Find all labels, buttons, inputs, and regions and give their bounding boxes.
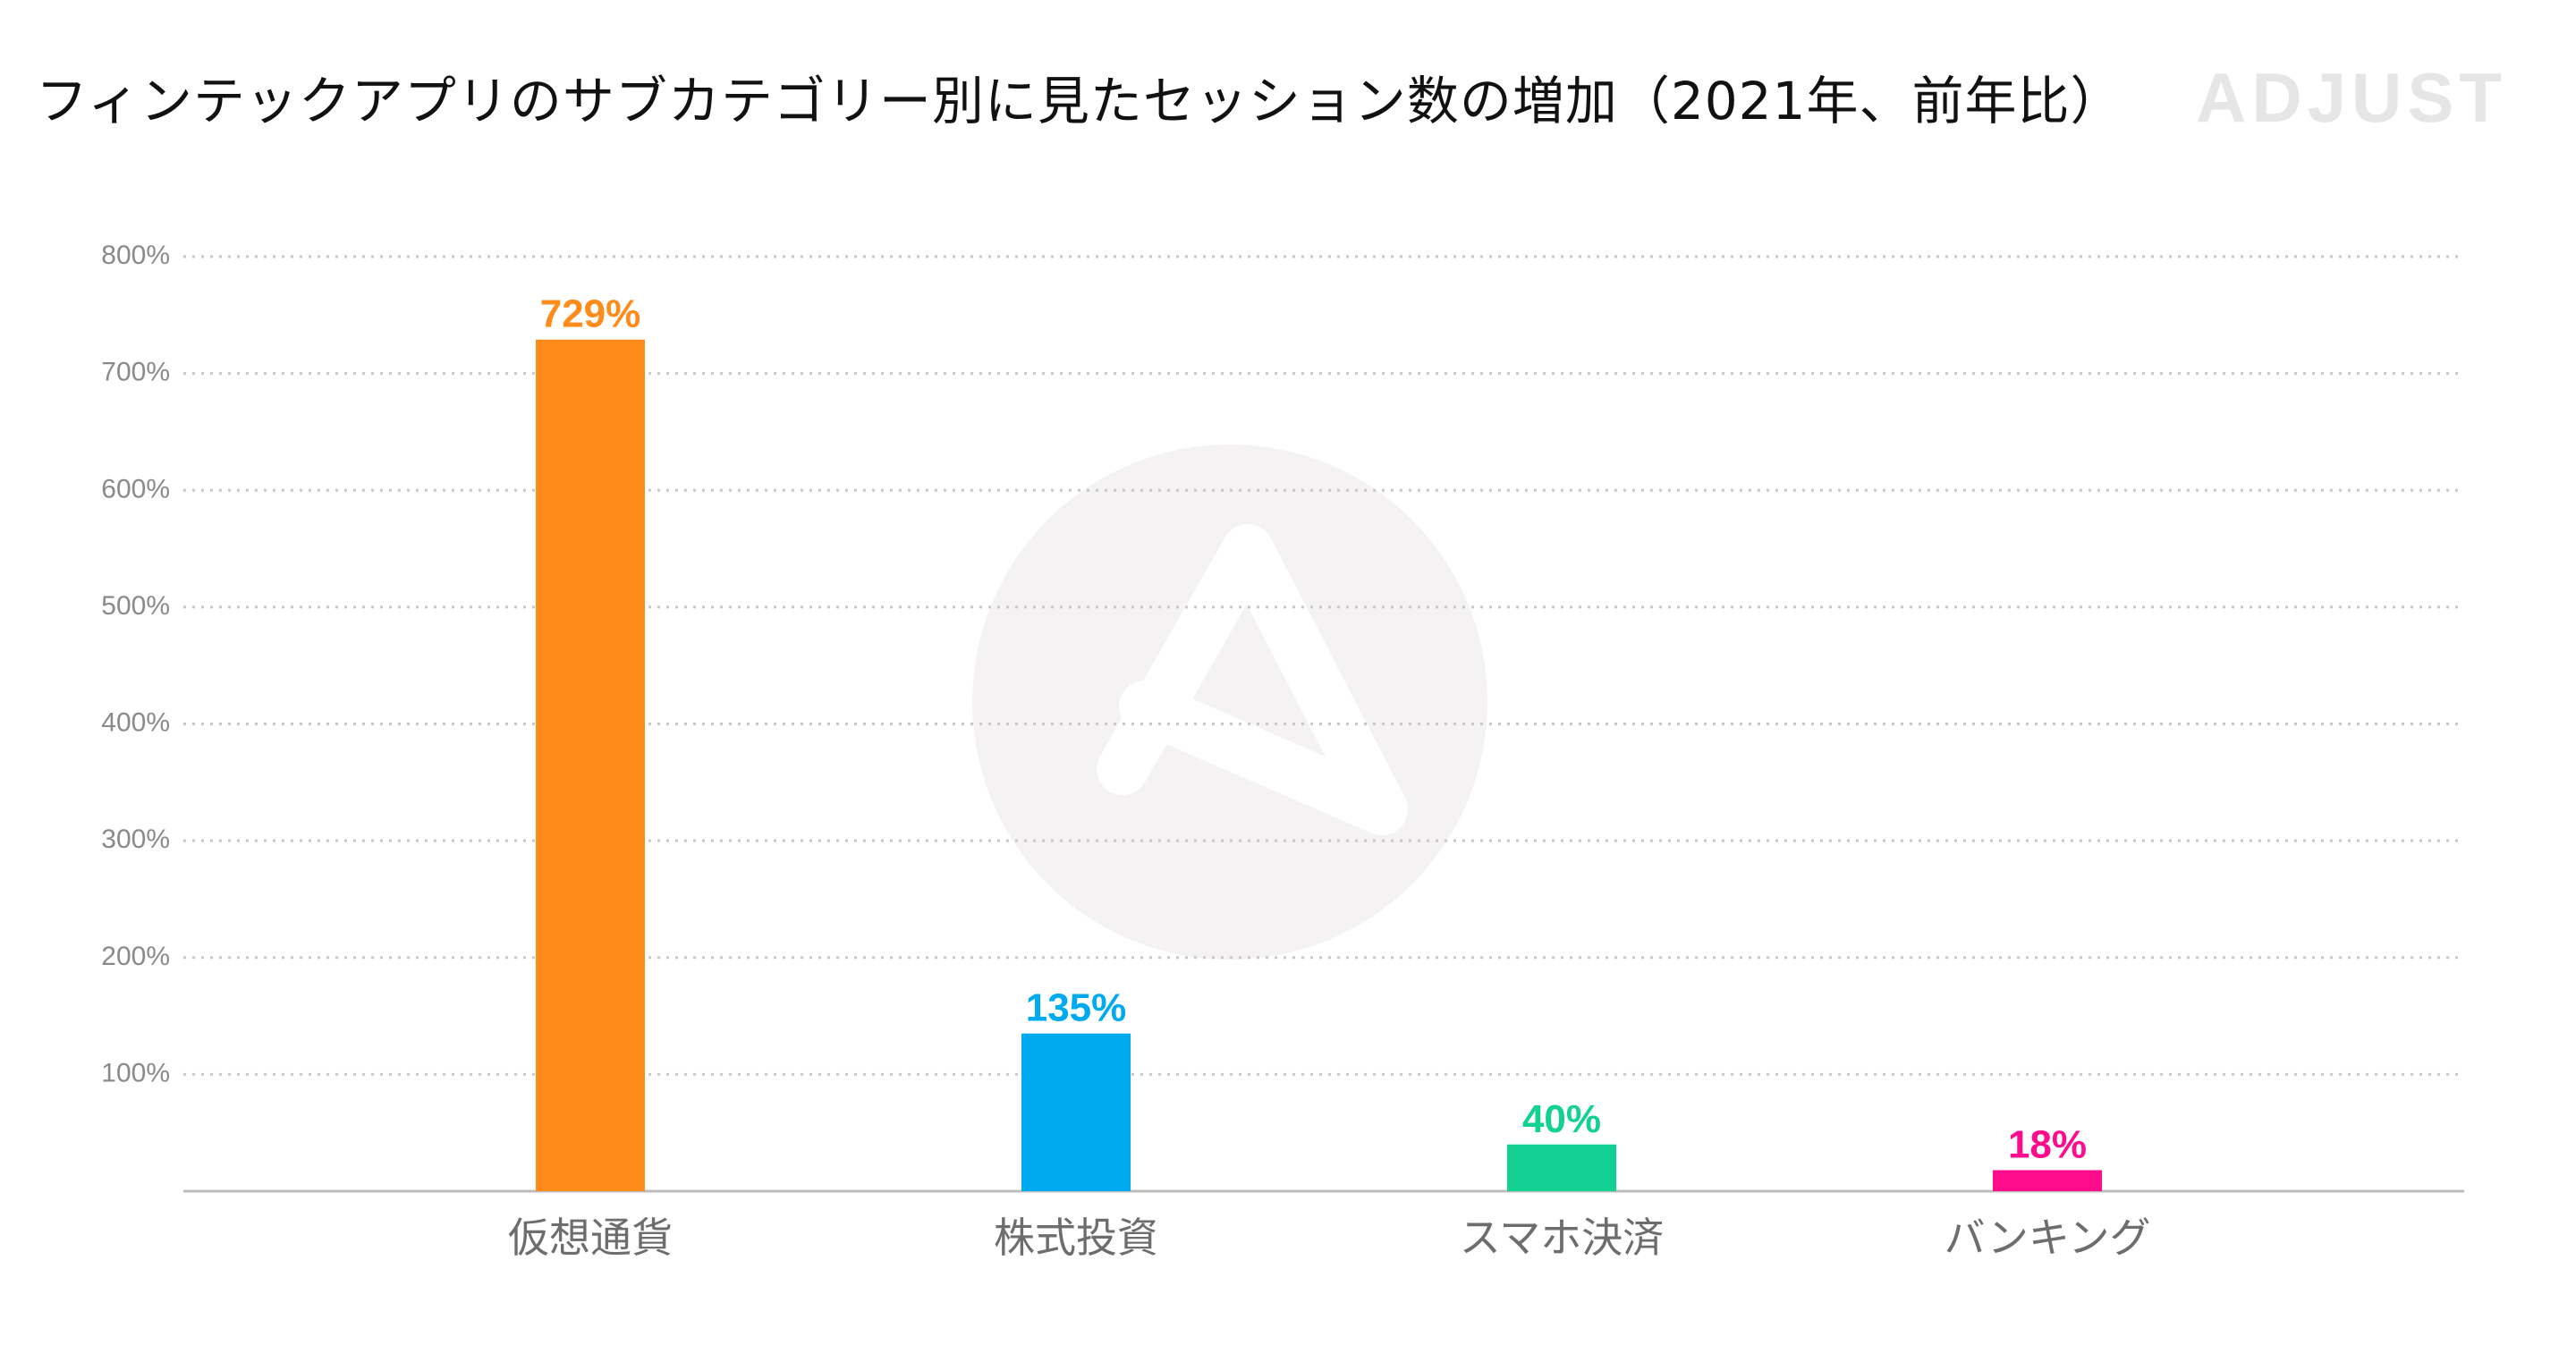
adjust-logo: ADJUST	[2196, 58, 2508, 137]
adjust-watermark-icon	[972, 444, 1487, 960]
y-tick-label: 800%	[101, 241, 170, 270]
x-tick-label: 仮想通貨	[508, 1214, 673, 1262]
chart-title: フィンテックアプリのサブカテゴリー別に見たセッション数の増加（2021年、前年比…	[36, 71, 2123, 131]
y-tick-label: 100%	[101, 1058, 170, 1087]
bar	[1021, 1033, 1131, 1191]
data-label: 18%	[2008, 1122, 2087, 1166]
y-tick-label: 400%	[101, 708, 170, 738]
data-label: 40%	[1522, 1097, 1601, 1141]
bar	[536, 339, 645, 1191]
bar	[1993, 1170, 2102, 1191]
y-tick-label: 200%	[101, 942, 170, 971]
data-label: 729%	[540, 292, 641, 336]
y-tick-label: 600%	[101, 474, 170, 503]
y-tick-label: 300%	[101, 825, 170, 854]
x-tick-label: スマホ決済	[1460, 1214, 1665, 1262]
x-tick-label: 株式投資	[994, 1214, 1158, 1262]
bar	[1507, 1144, 1616, 1191]
x-tick-label: バンキング	[1945, 1214, 2151, 1262]
y-tick-label: 700%	[101, 358, 170, 387]
y-tick-label: 500%	[101, 591, 170, 621]
data-label: 135%	[1026, 986, 1127, 1030]
